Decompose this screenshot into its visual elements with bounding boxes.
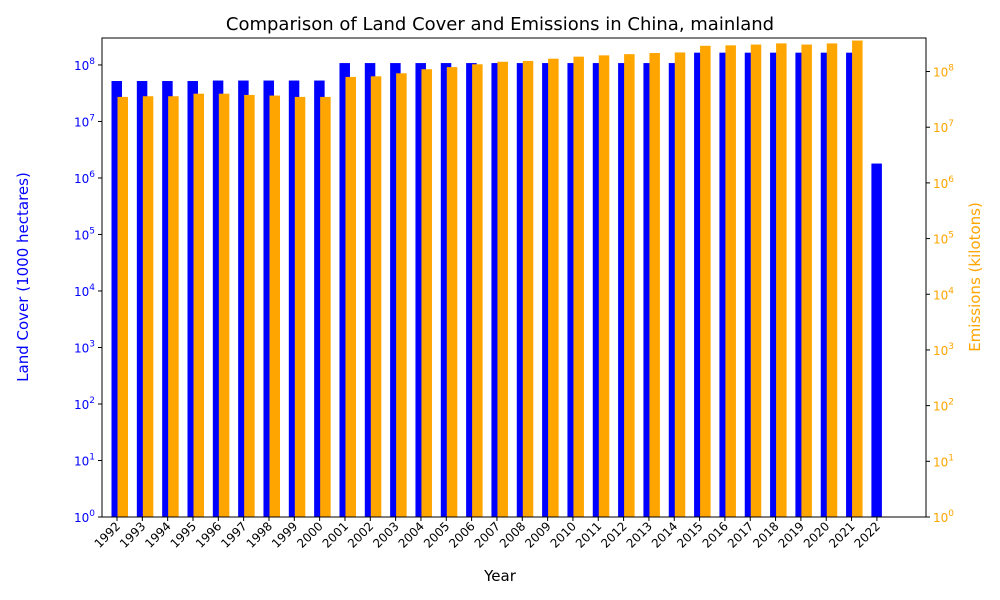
plot-frame [101, 37, 927, 518]
land-cover-bar [592, 63, 604, 518]
emissions-bar [776, 43, 787, 518]
emissions-bar [649, 53, 660, 517]
emissions-bar [370, 76, 382, 518]
right-y-tick-label: 104 [933, 286, 954, 302]
land-cover-bar [491, 63, 502, 518]
emissions-bars [117, 40, 863, 518]
emissions-bar [320, 96, 331, 518]
emissions-bar [674, 52, 686, 517]
land-cover-bar [719, 52, 730, 518]
emissions-bar [294, 96, 306, 518]
emissions-bar [700, 45, 711, 518]
right-y-tick-label: 101 [933, 453, 954, 469]
land-cover-bars [111, 52, 882, 518]
right-y-tick-label: 105 [933, 231, 954, 247]
emissions-bar [218, 93, 230, 518]
land-cover-bar [618, 63, 629, 518]
left-y-axis: 100 101 102 103 104 105 106 107 108 [74, 57, 102, 525]
emissions-bar [573, 56, 584, 517]
left-y-tick-label: 107 [74, 113, 95, 129]
land-cover-bar [263, 80, 274, 517]
land-cover-bar [795, 52, 806, 518]
land-cover-bar [187, 81, 198, 517]
emissions-bar [826, 43, 838, 518]
left-y-tick-label: 108 [74, 57, 95, 73]
land-cover-bar [466, 63, 477, 518]
land-cover-bar [212, 80, 224, 517]
emissions-bar [396, 73, 407, 517]
left-y-tick-label: 100 [74, 509, 95, 525]
right-y-axis-label: Emissions (kilotons) [966, 202, 984, 352]
emissions-bar [168, 96, 179, 518]
chart-title: Comparison of Land Cover and Emissions i… [226, 14, 774, 35]
land-cover-bar [288, 80, 300, 517]
land-cover-bar [440, 63, 452, 518]
land-cover-bar [390, 63, 401, 518]
land-cover-bar [314, 80, 325, 517]
land-cover-bar [871, 163, 882, 517]
emissions-bar [852, 40, 863, 517]
land-cover-bar [136, 81, 148, 517]
land-cover-bar [238, 80, 249, 517]
right-y-tick-label: 103 [933, 342, 954, 358]
land-cover-bar [846, 52, 857, 518]
right-y-tick-label: 100 [933, 509, 954, 525]
emissions-bar [750, 44, 762, 517]
emissions-bar [624, 54, 635, 518]
emissions-bar [117, 96, 128, 518]
left-y-axis-label: Land Cover (1000 hectares) [14, 172, 32, 382]
emissions-bar [244, 94, 255, 518]
emissions-bar [193, 93, 204, 518]
emissions-bar [446, 67, 458, 518]
land-cover-bar [542, 63, 553, 518]
land-cover-bar [111, 81, 122, 517]
emissions-bar [522, 60, 534, 517]
emissions-bar [497, 61, 508, 517]
land-cover-bar [643, 63, 654, 518]
emissions-bar [142, 96, 154, 518]
emissions-bar [421, 69, 432, 517]
land-cover-bar [162, 81, 173, 517]
land-cover-bar [770, 52, 781, 518]
emissions-bar [269, 95, 280, 518]
left-y-tick-label: 101 [74, 452, 95, 468]
right-y-axis: 100 101 102 103 104 105 106 107 108 [926, 64, 954, 525]
land-cover-bar [744, 52, 756, 518]
left-y-tick-label: 102 [74, 396, 95, 412]
left-y-tick-label: 106 [74, 170, 95, 186]
land-cover-bar [415, 63, 426, 518]
right-y-tick-label: 106 [933, 175, 954, 191]
emissions-bar [345, 76, 356, 517]
right-y-tick-label: 107 [933, 119, 954, 135]
land-cover-bar [668, 63, 680, 518]
land-cover-bar [820, 52, 832, 518]
emissions-bar [548, 58, 559, 517]
land-cover-bar [567, 63, 578, 518]
left-y-tick-label: 103 [74, 339, 95, 355]
emissions-bar [725, 45, 736, 517]
right-y-tick-label: 102 [933, 398, 954, 414]
land-cover-bar [339, 63, 350, 518]
left-y-tick-label: 105 [74, 226, 95, 242]
x-axis-label: Year [483, 567, 517, 585]
emissions-bar [472, 64, 483, 517]
land-cover-bar [694, 52, 705, 518]
emissions-bar [598, 55, 610, 517]
right-y-tick-label: 108 [933, 64, 954, 80]
land-cover-bar [364, 63, 376, 518]
left-y-tick-label: 104 [74, 283, 95, 299]
land-cover-bar [516, 63, 528, 518]
emissions-bar [801, 44, 812, 517]
